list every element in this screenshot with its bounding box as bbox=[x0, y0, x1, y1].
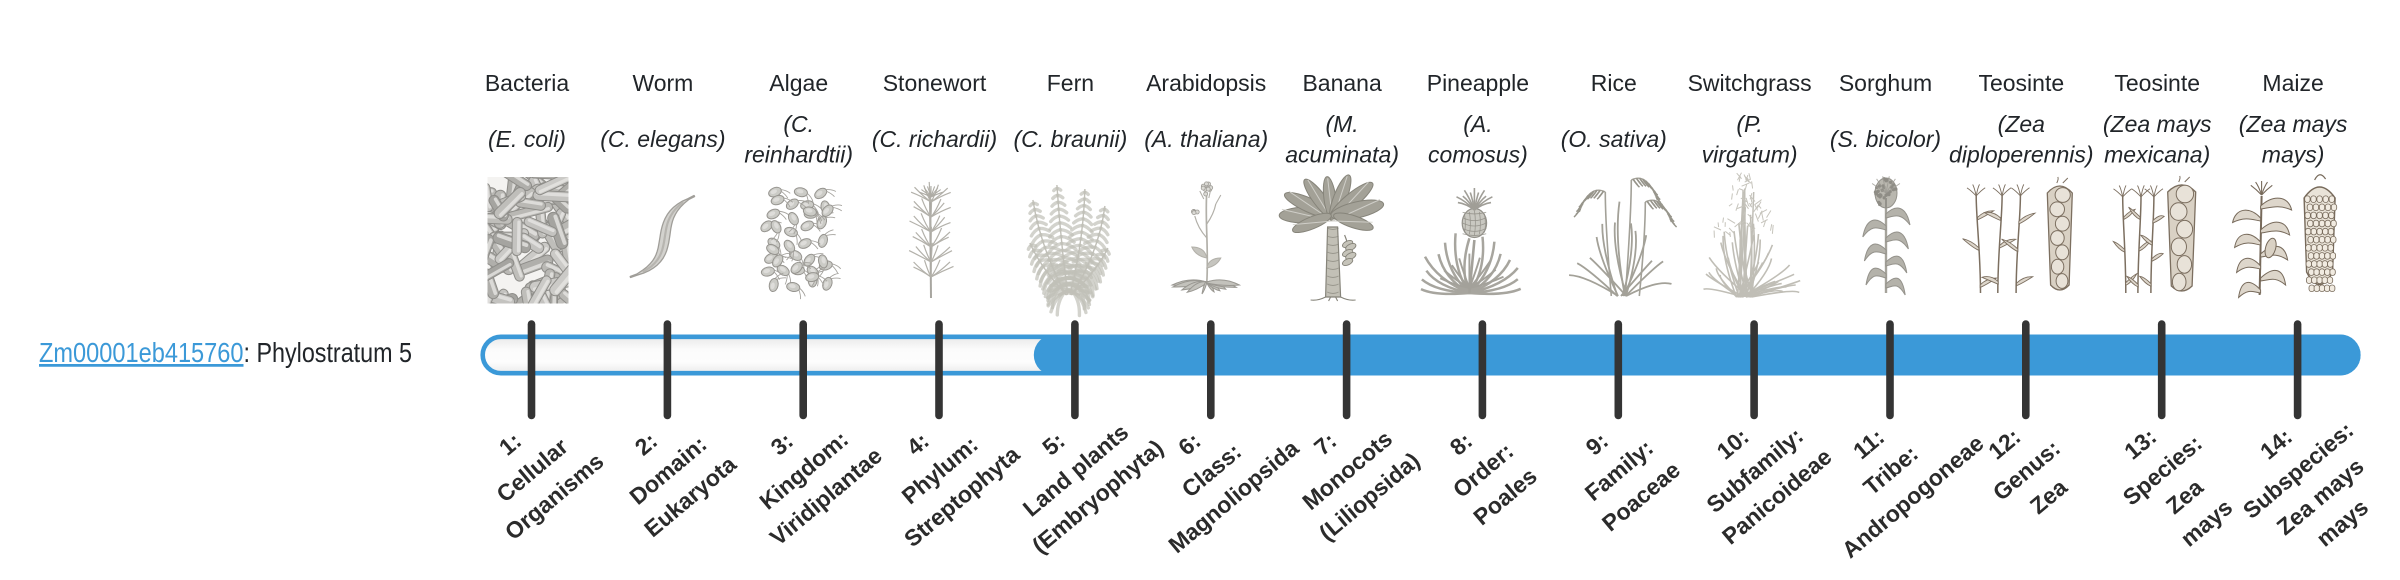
svg-text:Teosinte: Teosinte bbox=[2114, 70, 2200, 96]
svg-text:virgatum): virgatum) bbox=[1702, 141, 1798, 167]
svg-text:Maize: Maize bbox=[2262, 70, 2323, 96]
svg-text:Rice: Rice bbox=[1591, 70, 1637, 96]
svg-text:(C. elegans): (C. elegans) bbox=[600, 126, 725, 152]
svg-text:reinhardtii): reinhardtii) bbox=[744, 141, 853, 167]
svg-text:mexicana): mexicana) bbox=[2104, 141, 2210, 167]
svg-text:(Zea mays: (Zea mays bbox=[2103, 111, 2212, 137]
svg-text:Stonewort: Stonewort bbox=[883, 70, 987, 96]
svg-text:Switchgrass: Switchgrass bbox=[1688, 70, 1812, 96]
svg-text:(A.: (A. bbox=[1463, 111, 1492, 137]
svg-text:acuminata): acuminata) bbox=[1285, 141, 1399, 167]
svg-text:(P.: (P. bbox=[1736, 111, 1762, 137]
svg-text:(A. thaliana): (A. thaliana) bbox=[1144, 126, 1268, 152]
svg-text:Sorghum: Sorghum bbox=[1839, 70, 1932, 96]
svg-text:comosus): comosus) bbox=[1428, 141, 1528, 167]
svg-text:mays): mays) bbox=[2262, 141, 2325, 167]
svg-text:Fern: Fern bbox=[1047, 70, 1094, 96]
svg-text:diploperennis): diploperennis) bbox=[1949, 141, 2093, 167]
svg-text:(C. richardii): (C. richardii) bbox=[872, 126, 997, 152]
svg-text:(Zea: (Zea bbox=[1998, 111, 2045, 137]
svg-text:Teosinte: Teosinte bbox=[1978, 70, 2064, 96]
svg-text:Pineapple: Pineapple bbox=[1427, 70, 1529, 96]
svg-text:(Zea mays: (Zea mays bbox=[2239, 111, 2348, 137]
svg-text:(O. sativa): (O. sativa) bbox=[1561, 126, 1667, 152]
svg-text:Worm: Worm bbox=[632, 70, 693, 96]
svg-text:(S. bicolor): (S. bicolor) bbox=[1830, 126, 1941, 152]
svg-text:(C.: (C. bbox=[783, 111, 814, 137]
svg-text:Arabidopsis: Arabidopsis bbox=[1146, 70, 1266, 96]
svg-text:Banana: Banana bbox=[1302, 70, 1382, 96]
svg-text:Zm00001eb415760: Phylostratum: Zm00001eb415760: Phylostratum 5 bbox=[39, 337, 412, 368]
svg-text:(C. braunii): (C. braunii) bbox=[1014, 126, 1128, 152]
svg-text:(E. coli): (E. coli) bbox=[488, 126, 566, 152]
svg-text:Algae: Algae bbox=[769, 70, 828, 96]
svg-text:Bacteria: Bacteria bbox=[485, 70, 570, 96]
svg-text:(M.: (M. bbox=[1325, 111, 1358, 137]
